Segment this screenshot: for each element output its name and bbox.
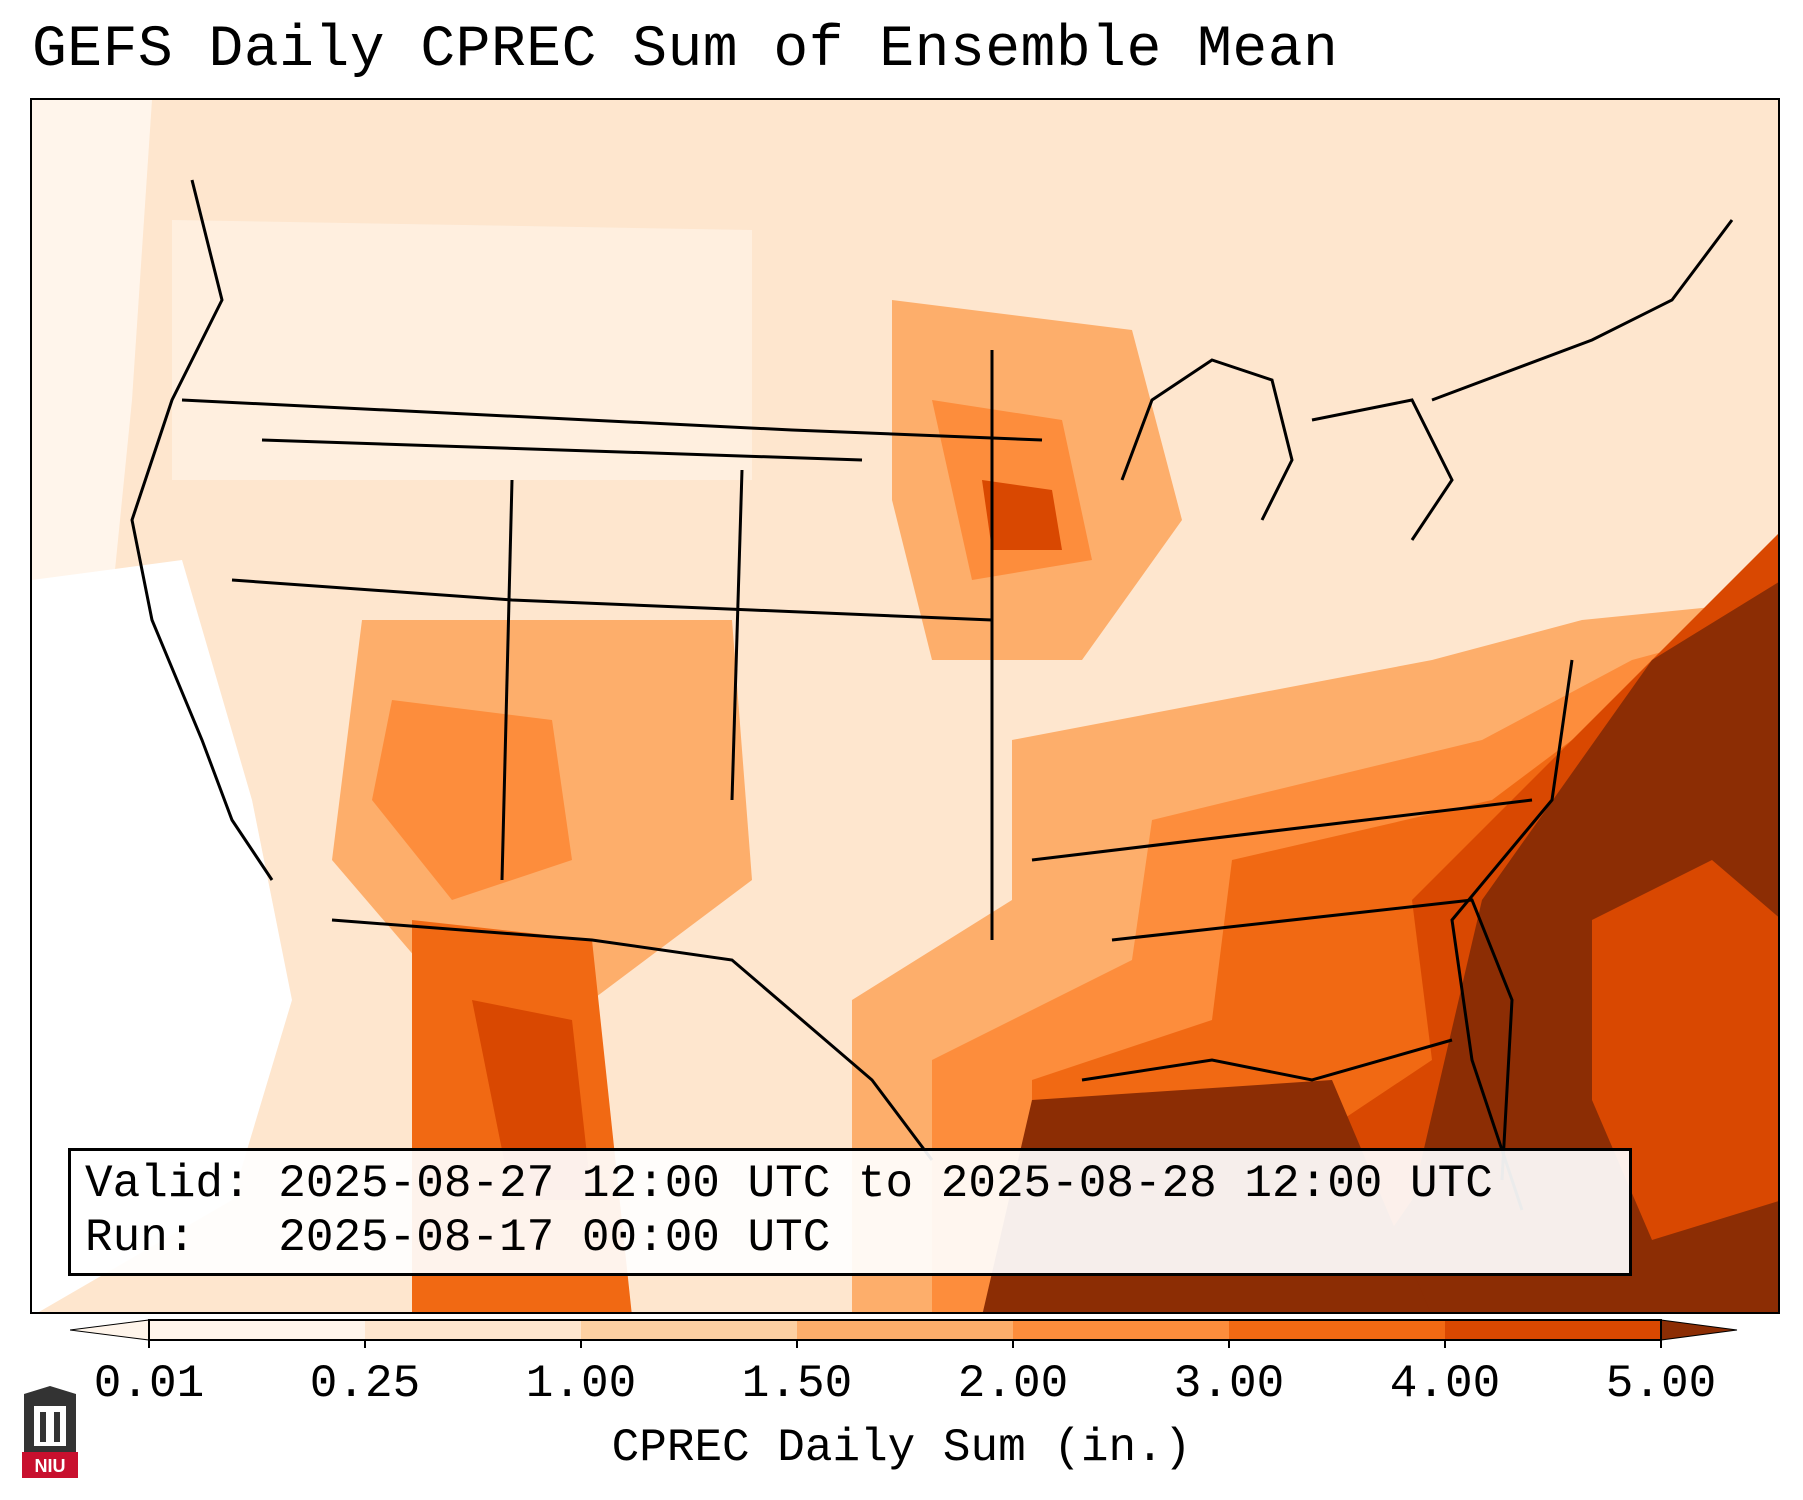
niu-logo: NIU (22, 1386, 78, 1478)
colorbar-segment (1229, 1320, 1445, 1340)
colorbar (70, 1319, 1738, 1348)
colorbar-label: CPREC Daily Sum (in.) (611, 1422, 1192, 1474)
colorbar-segment (1445, 1320, 1661, 1340)
colorbar-tick-label: 4.00 (1389, 1358, 1501, 1410)
map-title: GEFS Daily CPREC Sum of Ensemble Mean (32, 18, 1339, 83)
colorbar-tick-label: 2.00 (957, 1358, 1069, 1410)
colorbar-outline (148, 1319, 1662, 1341)
info-box: Valid: 2025-08-27 12:00 UTC to 2025-08-2… (68, 1148, 1632, 1276)
colorbar-tick-label: 3.00 (1173, 1358, 1285, 1410)
colorbar-segment (581, 1320, 797, 1340)
colorbar-extend-low (70, 1319, 150, 1341)
run-time-text: Run: 2025-08-17 00:00 UTC (85, 1212, 831, 1264)
colorbar-tick-label: 1.00 (525, 1358, 637, 1410)
colorbar-segment (797, 1320, 1013, 1340)
precipitation-map (30, 98, 1780, 1314)
colorbar-tick-label: 5.00 (1605, 1358, 1717, 1410)
colorbar-segment (149, 1320, 365, 1340)
colorbar-tick-label: 0.25 (309, 1358, 421, 1410)
colorbar-segment (1013, 1320, 1229, 1340)
valid-time-text: Valid: 2025-08-27 12:00 UTC to 2025-08-2… (85, 1158, 1493, 1210)
colorbar-segment (365, 1320, 581, 1340)
colorbar-extend-high (1660, 1319, 1738, 1341)
colorbar-tick-label: 0.01 (93, 1358, 205, 1410)
niu-logo-text: NIU (35, 1456, 66, 1476)
colorbar-tick-label: 1.50 (741, 1358, 853, 1410)
